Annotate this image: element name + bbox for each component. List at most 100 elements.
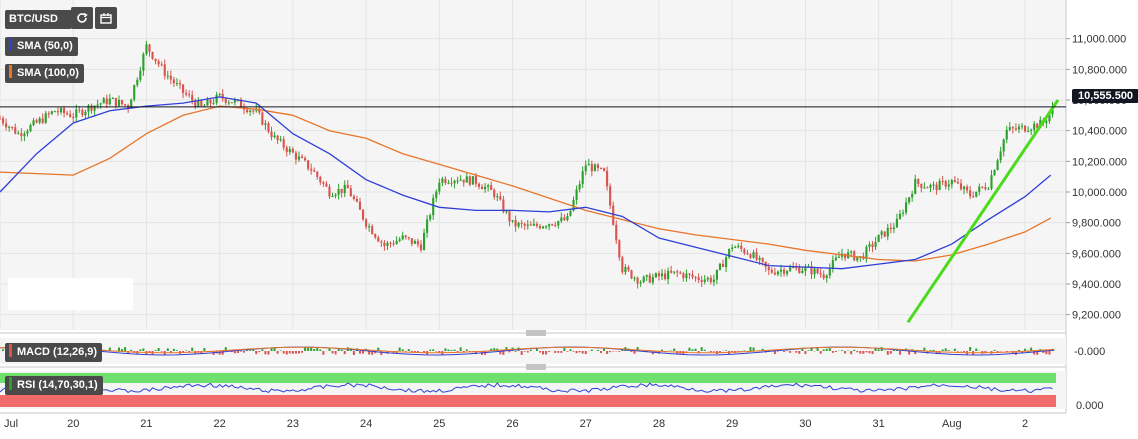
refresh-icon[interactable] bbox=[71, 7, 93, 29]
candle-body bbox=[743, 249, 746, 254]
candle-body bbox=[798, 267, 801, 274]
candle-body bbox=[8, 126, 11, 128]
candle-body bbox=[380, 241, 383, 243]
candle-body bbox=[493, 189, 496, 197]
candle-body bbox=[44, 113, 47, 123]
candle-body bbox=[124, 104, 127, 106]
macd-histogram-bar bbox=[825, 348, 828, 351]
candle-body bbox=[383, 242, 386, 247]
macd-histogram-bar bbox=[520, 351, 523, 355]
candle-body bbox=[120, 100, 124, 105]
candle-body bbox=[734, 247, 737, 249]
x-tick-label: 23 bbox=[287, 418, 299, 430]
macd-histogram-bar bbox=[529, 349, 532, 351]
macd-label: MACD (12,26,9) bbox=[17, 346, 98, 358]
candle-body bbox=[953, 180, 956, 183]
macd-legend[interactable]: MACD (12,26,9) bbox=[5, 343, 103, 362]
sma100-legend[interactable]: SMA (100,0) bbox=[5, 64, 84, 83]
macd-histogram-bar bbox=[203, 348, 206, 351]
candle-body bbox=[612, 205, 615, 225]
candle-body bbox=[865, 246, 868, 259]
candle-body bbox=[108, 98, 111, 105]
candle-body bbox=[419, 244, 423, 251]
macd-histogram-bar bbox=[456, 351, 459, 353]
macd-histogram-bar bbox=[279, 350, 282, 351]
x-tick-label: 25 bbox=[433, 418, 445, 430]
rsi-legend[interactable]: RSI (14,70,30,1) bbox=[5, 376, 103, 395]
candle-body bbox=[139, 70, 142, 80]
macd-histogram-bar bbox=[267, 351, 270, 355]
candle-body bbox=[331, 196, 334, 198]
macd-histogram-bar bbox=[712, 351, 715, 352]
candle-body bbox=[892, 227, 895, 230]
macd-histogram-bar bbox=[285, 351, 288, 355]
candle-body bbox=[825, 275, 828, 279]
support-trendline bbox=[906, 99, 1060, 324]
candle-body bbox=[401, 235, 404, 240]
candle-body bbox=[435, 191, 438, 198]
candle-body bbox=[297, 156, 301, 160]
candle-body bbox=[932, 184, 935, 186]
candle-body bbox=[721, 263, 725, 267]
candle-body bbox=[630, 270, 633, 279]
macd-histogram-bar bbox=[328, 348, 331, 351]
candle-body bbox=[545, 226, 548, 228]
calendar-icon[interactable] bbox=[95, 7, 117, 29]
candle-body bbox=[343, 184, 346, 194]
candle-body bbox=[636, 277, 639, 284]
candle-body bbox=[377, 237, 380, 242]
candle-body bbox=[209, 99, 212, 104]
candle-body bbox=[624, 267, 627, 273]
macd-histogram-bar bbox=[273, 347, 276, 351]
macd-histogram-bar bbox=[703, 349, 706, 351]
macd-histogram-bar bbox=[932, 349, 935, 351]
candle-body bbox=[923, 187, 926, 189]
price-panel-bg bbox=[0, 0, 1066, 330]
candle-body bbox=[1023, 125, 1027, 132]
candle-body bbox=[889, 227, 892, 230]
macd-histogram-bar bbox=[429, 349, 432, 351]
macd-histogram-bar bbox=[401, 349, 404, 351]
candle-body bbox=[0, 118, 2, 120]
candle-body bbox=[654, 273, 657, 278]
candle-body bbox=[505, 211, 508, 213]
candle-body bbox=[541, 226, 545, 229]
macd-histogram-bar bbox=[453, 349, 456, 351]
candle-body bbox=[566, 215, 569, 221]
macd-histogram-bar bbox=[563, 347, 566, 351]
macd-histogram-bar bbox=[569, 349, 572, 351]
candle-body bbox=[307, 160, 310, 169]
macd-histogram-bar bbox=[761, 348, 764, 351]
macd-histogram-bar bbox=[224, 347, 227, 351]
sma50-legend[interactable]: SMA (50,0) bbox=[5, 37, 78, 56]
candle-body bbox=[218, 93, 221, 95]
candle-body bbox=[56, 111, 60, 113]
macd-histogram-bar bbox=[804, 351, 807, 355]
candle-body bbox=[14, 127, 17, 134]
macd-histogram-bar bbox=[310, 347, 313, 351]
macd-histogram-bar bbox=[535, 347, 538, 351]
candle-body bbox=[1011, 127, 1014, 129]
candle-body bbox=[349, 188, 352, 197]
symbol-label[interactable]: BTC/USD bbox=[5, 10, 72, 29]
candle-body bbox=[587, 164, 590, 166]
candle-body bbox=[572, 199, 575, 211]
candle-body bbox=[1008, 127, 1011, 130]
candle-body bbox=[673, 271, 676, 273]
macd-histogram-bar bbox=[596, 350, 599, 351]
candle-body bbox=[1017, 126, 1021, 130]
y-tick-label: 10,400.000 bbox=[1072, 126, 1127, 138]
candle-body bbox=[685, 273, 688, 279]
candle-body bbox=[398, 239, 401, 241]
candle-body bbox=[316, 171, 319, 178]
candle-body bbox=[294, 152, 297, 160]
candle-body bbox=[117, 100, 121, 106]
macd-histogram-bar bbox=[984, 351, 987, 354]
macd-histogram-bar bbox=[697, 351, 700, 354]
macd-histogram-bar bbox=[343, 351, 346, 355]
macd-histogram-bar bbox=[297, 351, 300, 354]
macd-histogram-bar bbox=[459, 347, 462, 351]
candle-body bbox=[212, 102, 215, 104]
candle-body bbox=[578, 184, 581, 190]
